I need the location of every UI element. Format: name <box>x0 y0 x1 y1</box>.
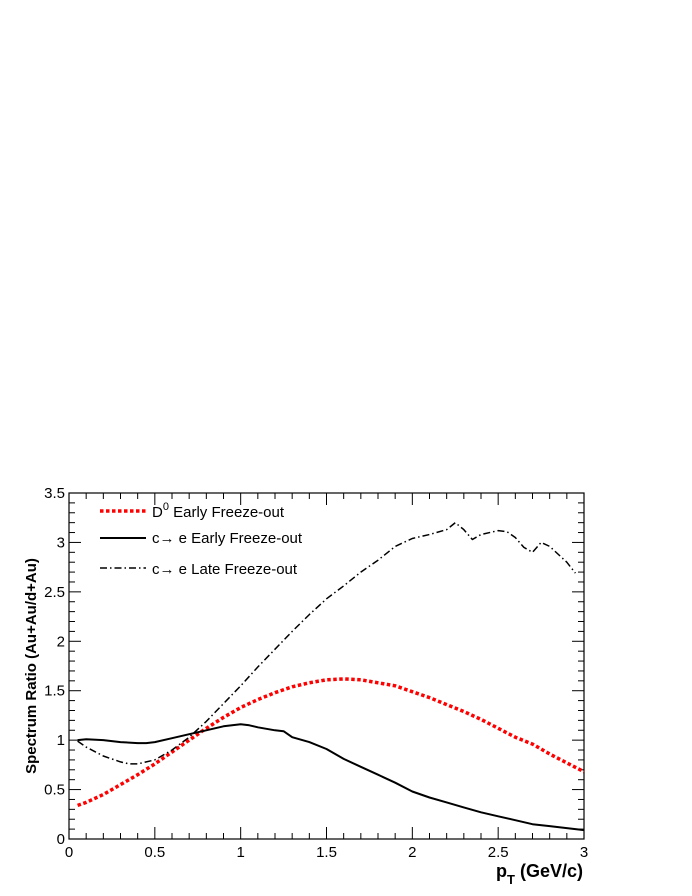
series-line-ce-early <box>77 723 585 832</box>
series-line-ce-late <box>77 521 576 765</box>
x-tick-label: 0 <box>65 844 73 861</box>
legend-label-ce-late-rest: e Late Freeze-out <box>175 561 298 578</box>
x-axis-title: pT (GeV/c) <box>496 861 583 887</box>
x-tick-label: 1.5 <box>316 844 337 861</box>
x-tick-label: 2.5 <box>488 844 509 861</box>
x-tick-label: 3 <box>580 844 588 861</box>
legend-label-ce-early-name: c <box>152 530 160 547</box>
y-tick-label: 2.5 <box>44 584 65 601</box>
x-tick-label: 1 <box>236 844 244 861</box>
legend-arrow-ce-early: → <box>160 530 175 547</box>
y-tick-label: 0.5 <box>44 782 65 799</box>
plot-frame <box>68 492 585 840</box>
legend-label-d0: D0 Early Freeze-out <box>152 501 285 521</box>
legend-label-d0-superscript: 0 <box>163 501 169 513</box>
axis-ticks <box>68 492 585 840</box>
y-tick-label: 1.5 <box>44 683 65 700</box>
y-tick-label: 3.5 <box>44 485 65 502</box>
series-lines <box>77 521 585 832</box>
y-tick-label: 1 <box>57 732 65 749</box>
legend-label-ce-late-name: c <box>152 561 160 578</box>
y-tick-label: 3 <box>57 534 65 551</box>
y-axis-title: Spectrum Ratio (Au+Au/d+Au) <box>23 558 40 774</box>
x-axis-title-units: (GeV/c) <box>515 861 583 881</box>
legend-label-d0-name: D <box>152 504 163 521</box>
x-tick-label: 2 <box>408 844 416 861</box>
x-axis-title-p: p <box>496 861 507 881</box>
legend-label-ce-early: c→ e Early Freeze-out <box>152 530 303 547</box>
x-tick-label: 0.5 <box>144 844 165 861</box>
legend-arrow-ce-late: → <box>160 561 175 578</box>
legend-label-ce-early-rest: e Early Freeze-out <box>175 530 303 547</box>
series-line-d0-early <box>77 677 585 808</box>
x-axis-title-subscript: T <box>507 872 515 887</box>
legend-label-ce-late: c→ e Late Freeze-out <box>152 561 298 578</box>
y-tick-label: 0 <box>57 831 65 848</box>
legend-label-d0-rest: Early Freeze-out <box>169 504 285 521</box>
y-tick-label: 2 <box>57 633 65 650</box>
legend: D0 Early Freeze-out c→ e Early Freeze-ou… <box>100 501 303 578</box>
axis-tick-labels: 0 0.5 1 1.5 2 2.5 3 0 0.5 1 1.5 2 2.5 3 3.5 <box>44 485 588 861</box>
